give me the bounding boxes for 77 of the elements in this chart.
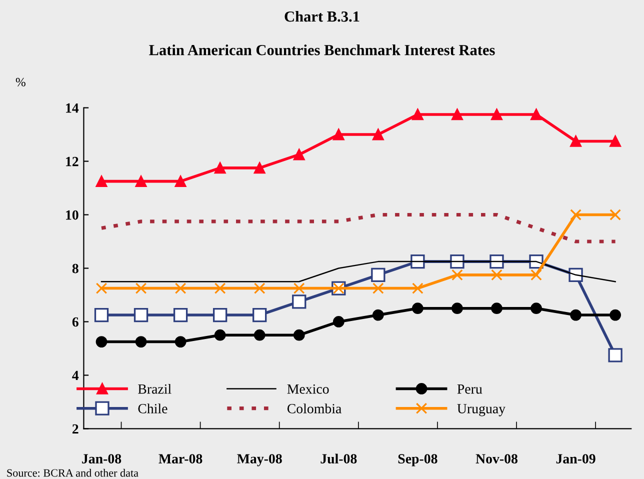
legend-label: Brazil <box>138 384 172 394</box>
point <box>135 176 147 188</box>
point <box>174 282 186 294</box>
point <box>254 282 266 294</box>
x-tick-label: Nov-08 <box>476 454 518 464</box>
point <box>410 254 425 269</box>
x-tick-label: May-08 <box>237 454 282 466</box>
point <box>452 108 463 120</box>
point <box>490 254 504 269</box>
point <box>570 209 582 220</box>
point <box>293 148 305 160</box>
point <box>214 329 226 341</box>
legend-label: Uruguay <box>457 404 506 416</box>
y-tick-label: 14 <box>66 103 79 113</box>
point <box>212 308 228 322</box>
point <box>372 309 384 321</box>
point <box>452 269 463 281</box>
x-tick-label: Jan-09 <box>556 454 596 464</box>
point <box>452 302 463 314</box>
point <box>610 209 622 220</box>
y-tick-label: 2 <box>72 424 78 434</box>
point <box>332 316 344 328</box>
point <box>254 162 266 174</box>
point <box>254 329 266 341</box>
point <box>610 309 622 321</box>
point <box>293 282 305 294</box>
point <box>134 308 148 322</box>
point <box>96 336 108 348</box>
point <box>214 162 226 174</box>
chart-title: Chart B.3.1 <box>284 10 360 22</box>
point <box>608 348 622 362</box>
y-tick-label: 4 <box>72 370 79 380</box>
point <box>491 302 502 314</box>
y-tick-label: 12 <box>66 156 78 166</box>
point <box>610 136 622 147</box>
point <box>450 254 464 269</box>
y-tick-label: 6 <box>72 317 78 327</box>
point <box>372 128 384 140</box>
y-tick-label: 10 <box>66 210 78 220</box>
line-series <box>100 212 618 244</box>
point <box>135 336 147 348</box>
point <box>174 336 186 348</box>
point <box>96 176 108 188</box>
point <box>530 302 542 314</box>
point <box>491 269 502 281</box>
legend-label: Mexico <box>287 384 329 394</box>
point <box>412 282 424 294</box>
point <box>332 128 344 140</box>
point <box>135 282 147 294</box>
x-tick-label: Jul-08 <box>320 454 357 464</box>
point <box>372 282 384 294</box>
point <box>96 282 108 294</box>
point <box>252 308 267 322</box>
y-tick-label: 8 <box>72 264 78 274</box>
point <box>412 108 424 120</box>
legend-label: Peru <box>457 384 482 394</box>
point <box>214 282 226 294</box>
point <box>570 136 582 147</box>
y-axis-title: % <box>16 78 26 86</box>
point <box>371 268 386 282</box>
point <box>412 302 424 314</box>
point <box>293 329 305 341</box>
x-tick-label: Mar-08 <box>158 454 202 464</box>
point <box>174 176 186 188</box>
point <box>570 309 582 321</box>
point <box>530 108 542 120</box>
legend-label: Chile <box>138 404 168 414</box>
point <box>530 269 542 281</box>
x-tick-label: Jan-08 <box>82 454 122 464</box>
x-tick-label: Sep-08 <box>398 454 438 466</box>
point <box>491 108 502 120</box>
point <box>173 308 188 322</box>
point <box>292 294 306 309</box>
chart-subtitle: Latin American Countries Benchmark Interest Rates <box>149 44 495 56</box>
point <box>94 308 109 322</box>
source-note: Source: BCRA and other data <box>7 468 138 477</box>
legend-label: Colombia <box>287 404 342 414</box>
